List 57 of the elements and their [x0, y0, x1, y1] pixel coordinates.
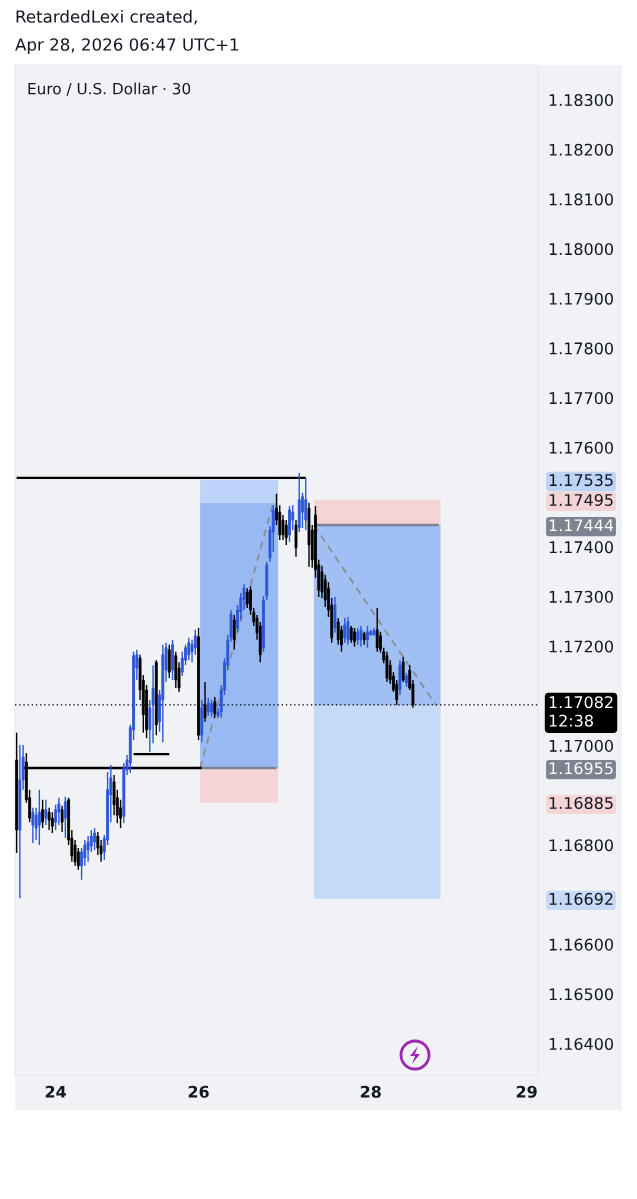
text: Apr 28, 2026 06:47 UTC+1: [15, 38, 239, 55]
candlestick: [31, 807, 35, 844]
ref-line-label: 1.17082 12:38: [549, 696, 613, 727]
y-tick-label: 1.16500: [549, 988, 613, 1001]
y-tick-label: 1.18300: [549, 93, 613, 107]
y-tick-label: 1.17800: [549, 342, 613, 355]
y-tick-label: 1.16800: [549, 839, 613, 852]
y-tick-label: 1.17444: [549, 519, 614, 532]
candlestick: [304, 477, 308, 531]
text: RetardedLexi created,: [16, 9, 197, 25]
candlestick: [50, 811, 54, 834]
candlestick: [281, 514, 285, 541]
x-tick-label: 28: [360, 1085, 381, 1098]
y-tick-label: 1.17535: [549, 474, 613, 487]
x-tick-label: 24: [45, 1085, 66, 1098]
candlestick: [167, 644, 171, 679]
candlestick: [187, 637, 191, 661]
y-tick-label: 1.18200: [549, 143, 613, 156]
y-tick-label: 1.17600: [549, 441, 613, 454]
candlestick: [366, 625, 369, 649]
x-tick-label: 26: [188, 1085, 209, 1098]
y-tick-label: 1.16885: [549, 796, 613, 810]
candlestick: [171, 639, 174, 681]
candlestick: [47, 807, 51, 831]
candlestick: [63, 796, 67, 839]
candlestick: [57, 797, 61, 826]
candlestick: [405, 672, 408, 688]
candlestick: [284, 519, 288, 546]
candlestick: [401, 655, 405, 683]
candlestick: [37, 789, 41, 846]
y-tick-label: 1.17700: [549, 392, 613, 405]
x-tick-label: 29: [516, 1085, 537, 1098]
y-tick-label: 1.17400: [549, 541, 613, 554]
candlestick: [60, 805, 64, 833]
candlestick: [245, 587, 249, 609]
candlestick: [288, 505, 291, 543]
candlestick: [343, 617, 347, 644]
candlestick: [353, 627, 356, 648]
candlestick: [232, 614, 236, 651]
text: Euro / U.S. Dollar · 30: [28, 82, 191, 96]
candlestick: [385, 651, 389, 683]
candlestick: [44, 799, 48, 826]
y-tick-label: 1.17200: [549, 640, 613, 653]
candlestick: [294, 519, 298, 558]
y-tick-label: 1.18000: [549, 243, 613, 256]
candlestick: [210, 699, 213, 718]
y-tick-label: 1.17900: [549, 292, 613, 305]
y-tick-label: 1.16400: [549, 1037, 613, 1050]
y-tick-label: 1.17000: [549, 739, 613, 752]
y-tick-label: 1.17300: [549, 590, 613, 603]
y-tick-label: 1.18100: [549, 193, 613, 206]
y-tick-label: 1.16955: [549, 762, 613, 775]
candlestick: [333, 596, 337, 634]
candlestick: [93, 827, 97, 851]
y-tick-label: 1.17495: [549, 493, 613, 506]
y-tick-label: 1.16692: [549, 892, 613, 905]
y-tick-label: 1.16600: [549, 938, 613, 951]
